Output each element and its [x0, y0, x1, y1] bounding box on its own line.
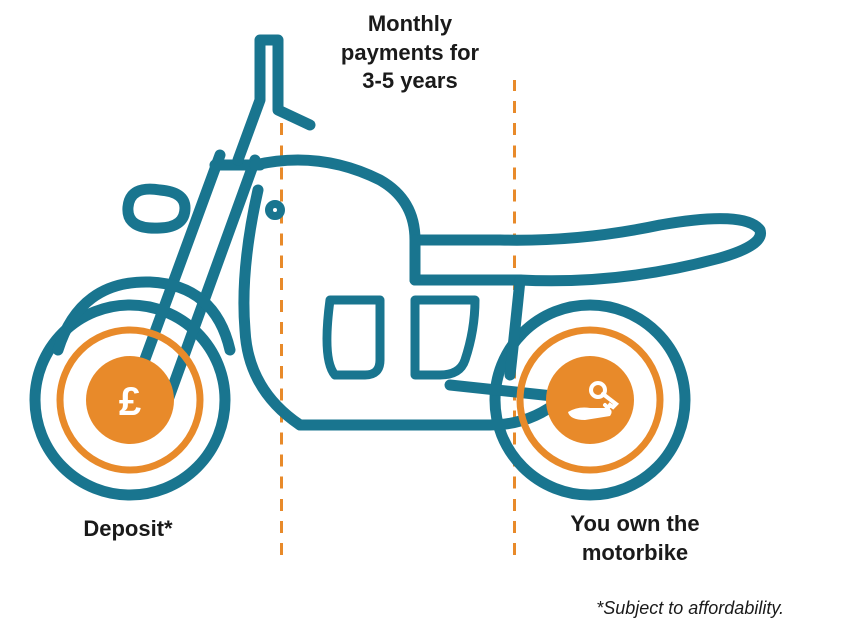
top-label-line1: Monthly: [368, 11, 452, 36]
engine-cover-left: [327, 300, 380, 375]
rear-subframe: [510, 280, 520, 375]
rear-hub: [546, 356, 634, 444]
deposit-label: Deposit*: [58, 515, 198, 544]
motorbike-illustration: £: [20, 30, 800, 530]
headlight: [128, 189, 185, 228]
affordability-footnote: *Subject to affordability.: [596, 598, 784, 619]
engine-cover-right: [415, 300, 475, 375]
pound-icon: £: [119, 380, 141, 424]
top-label-line3: 3-5 years: [362, 68, 457, 93]
infographic-container: £ Monthly payments for 3-5 years Deposit…: [0, 0, 844, 639]
footnote-text: *Subject to affordability.: [596, 598, 784, 618]
own-line2: motorbike: [582, 540, 688, 565]
tank-bolt: [269, 204, 281, 216]
deposit-text: Deposit*: [83, 516, 172, 541]
top-label-line2: payments for: [341, 40, 479, 65]
own-motorbike-label: You own the motorbike: [525, 510, 745, 567]
monthly-payments-label: Monthly payments for 3-5 years: [300, 10, 520, 96]
tank-seat: [255, 160, 761, 281]
own-line1: You own the: [570, 511, 699, 536]
